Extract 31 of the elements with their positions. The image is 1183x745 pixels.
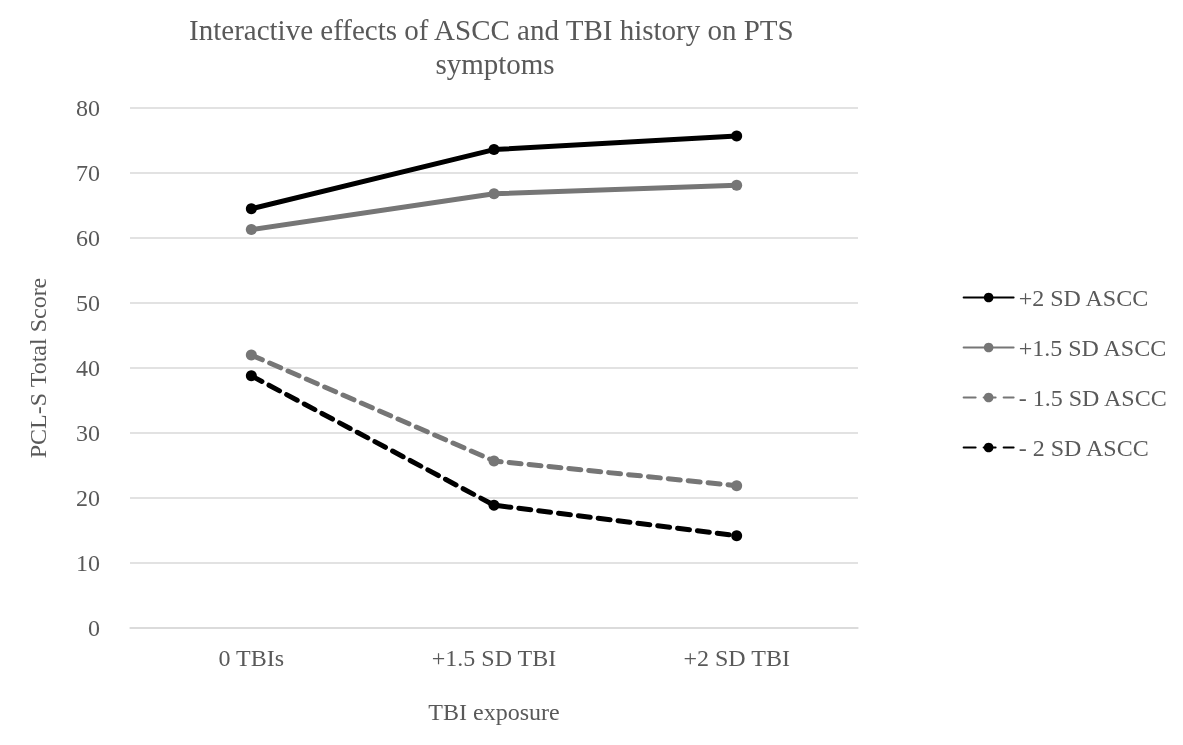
point — [488, 144, 500, 156]
y-tick-label: 0 — [88, 615, 100, 641]
point — [731, 179, 743, 191]
x-axis-title: TBI exposure — [428, 699, 560, 725]
point — [488, 455, 500, 467]
y-axis-title: PCL-S Total Score — [25, 277, 51, 459]
y-tick-label: 30 — [76, 420, 100, 446]
y-tick-label: 60 — [76, 225, 100, 251]
point — [731, 530, 743, 542]
x-tick-label: +2 SD TBI — [683, 645, 790, 671]
x-tick-label: +1.5 SD TBI — [431, 645, 557, 671]
point — [245, 370, 257, 382]
point — [488, 499, 500, 511]
y-tick-label: 10 — [76, 550, 100, 576]
y-tick-label: 80 — [76, 95, 100, 121]
y-tick-label: 40 — [76, 355, 100, 381]
point — [245, 349, 257, 361]
y-tick-label: 20 — [76, 485, 100, 511]
legend-label: - 2 SD ASCC — [1018, 434, 1149, 461]
y-tick-label: 50 — [76, 290, 100, 316]
legend-label: +2 SD ASCC — [1018, 284, 1149, 311]
point — [731, 130, 743, 142]
point — [488, 188, 500, 200]
point — [731, 480, 743, 492]
point — [245, 224, 257, 236]
point — [245, 203, 257, 215]
y-tick-label: 70 — [76, 160, 100, 186]
legend-label: +1.5 SD ASCC — [1018, 334, 1167, 361]
legend-label: - 1.5 SD ASCC — [1018, 384, 1167, 411]
x-tick-label: 0 TBIs — [218, 645, 285, 671]
chart-title: Interactive effects of ASCC and TBI history on PTS symptoms — [189, 14, 801, 80]
